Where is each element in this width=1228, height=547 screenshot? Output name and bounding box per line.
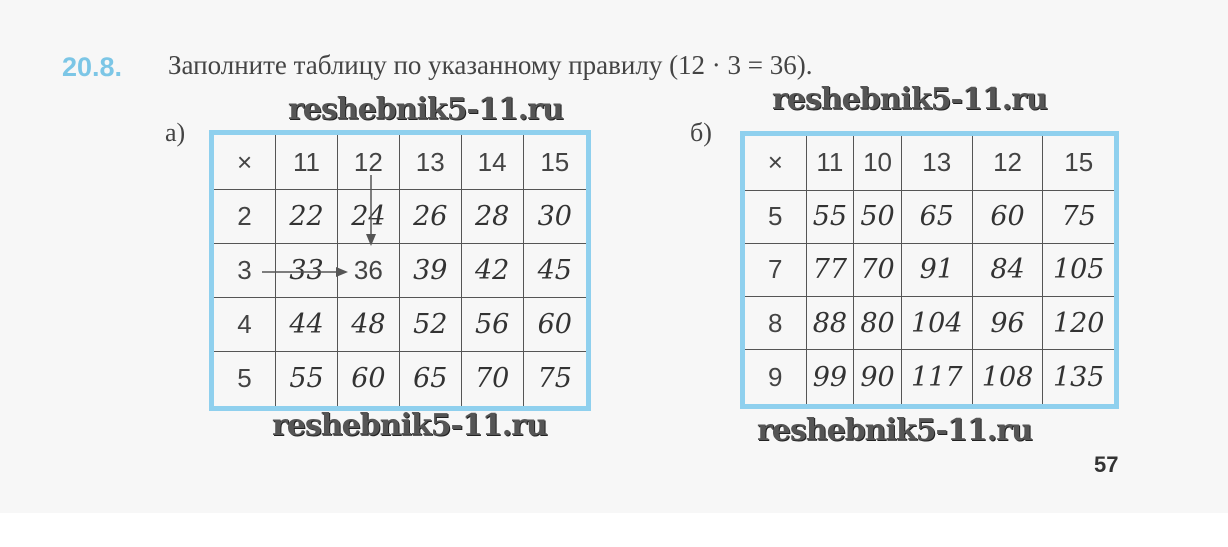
corner-cell: ×	[210, 131, 277, 191]
task-number: 20.8.	[62, 52, 123, 82]
handwritten-cell: 33	[275, 243, 338, 298]
handwritten-cell: 105	[1042, 242, 1117, 298]
table-b-label: б)	[690, 118, 712, 147]
row-header: 5	[210, 350, 277, 410]
arrow-column-head	[366, 234, 376, 246]
handwritten-cell: 84	[971, 242, 1044, 298]
handwritten-cell: 44	[275, 296, 338, 352]
task-text: Заполните таблицу по указанному правилу …	[168, 50, 813, 80]
column-header: 11	[275, 131, 338, 191]
column-header: 12	[971, 133, 1044, 191]
row-header: 2	[210, 189, 277, 245]
watermark: reshebnik5-11.ru	[288, 92, 564, 127]
header-row: × 11 12 13 14 15	[210, 131, 590, 191]
row-header: 5	[742, 189, 807, 244]
handwritten-cell: 60	[971, 189, 1044, 244]
handwritten-cell: 117	[900, 349, 973, 407]
column-header: 11	[805, 133, 855, 191]
table-row: 2 22 24 26 28 30	[210, 189, 590, 245]
page-number: 57	[1094, 452, 1119, 477]
handwritten-cell: 50	[853, 189, 902, 244]
column-header: 10	[853, 133, 902, 191]
corner-cell: ×	[742, 133, 807, 191]
handwritten-cell: 96	[971, 296, 1044, 351]
handwritten-cell: 75	[522, 350, 590, 410]
row-header: 7	[742, 242, 807, 298]
handwritten-cell: 90	[853, 349, 902, 407]
handwritten-cell: 91	[900, 242, 973, 298]
column-header: 15	[1042, 133, 1117, 191]
table-row: 4 44 48 52 56 60	[210, 296, 590, 352]
handwritten-cell: 70	[853, 242, 902, 298]
watermark: reshebnik5-11.ru	[772, 82, 1048, 117]
table-row: 9 99 90 117 108 135	[742, 349, 1117, 407]
handwritten-cell: 22	[275, 189, 338, 245]
handwritten-cell: 104	[900, 296, 973, 351]
watermark: reshebnik5-11.ru	[757, 413, 1033, 448]
handwritten-cell: 30	[522, 189, 590, 245]
table-a-label: а)	[165, 118, 186, 147]
handwritten-cell: 135	[1042, 349, 1117, 407]
header-row: × 11 10 13 12 15	[742, 133, 1117, 191]
handwritten-cell: 55	[805, 189, 855, 244]
table-a: × 11 12 13 14 15 2 22 24 26 28 30 3 33 36 39 42 45 4 44 48 52…	[209, 130, 591, 411]
handwritten-cell: 88	[805, 296, 855, 351]
handwritten-cell: 120	[1042, 296, 1117, 351]
arrow-row-head	[336, 267, 348, 277]
table-row: 5 55 50 65 60 75	[742, 189, 1117, 244]
row-header: 8	[742, 296, 807, 351]
handwritten-cell: 55	[275, 350, 338, 410]
handwritten-cell: 56	[460, 296, 524, 352]
handwritten-cell: 60	[336, 350, 400, 410]
handwritten-cell: 77	[805, 242, 855, 298]
column-header: 13	[900, 133, 973, 191]
column-header: 15	[522, 131, 590, 191]
column-header: 12	[336, 131, 400, 191]
handwritten-cell: 28	[460, 189, 524, 245]
handwritten-cell: 75	[1042, 189, 1117, 244]
table-row: 7 77 70 91 84 105	[742, 242, 1117, 298]
watermark: reshebnik5-11.ru	[272, 408, 548, 443]
handwritten-cell: 70	[460, 350, 524, 410]
printed-cell: 36	[336, 243, 400, 298]
table-row: 5 55 60 65 70 75	[210, 350, 590, 410]
handwritten-cell: 48	[336, 296, 400, 352]
row-header: 9	[742, 349, 807, 407]
handwritten-cell: 42	[460, 243, 524, 298]
table-row: 8 88 80 104 96 120	[742, 296, 1117, 351]
table-row: 3 33 36 39 42 45	[210, 243, 590, 298]
handwritten-cell: 52	[398, 296, 462, 352]
handwritten-cell: 99	[805, 349, 855, 407]
column-header: 13	[398, 131, 462, 191]
handwritten-cell: 65	[398, 350, 462, 410]
handwritten-cell: 26	[398, 189, 462, 245]
column-header: 14	[460, 131, 524, 191]
handwritten-cell: 108	[971, 349, 1044, 407]
table-b: × 11 10 13 12 15 5 55 50 65 60 75 7 77 70 91 84 105 8 88 80 1…	[740, 131, 1119, 409]
